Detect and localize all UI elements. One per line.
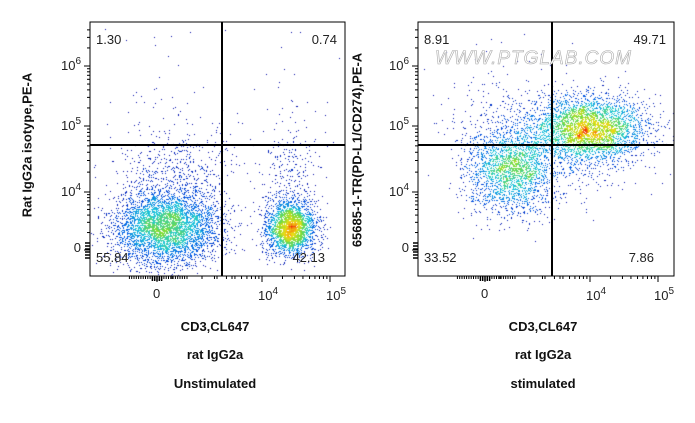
watermark: WWW.PTGLAB.COM — [435, 48, 632, 70]
y-tick-label: 0 — [74, 240, 81, 255]
density-dots — [418, 22, 674, 276]
sample-caption: stimulated — [510, 376, 576, 391]
x-axis-label: CD3,CL647 — [508, 319, 578, 334]
x-tick-label: 104 — [258, 286, 278, 303]
x-tick-label: 0 — [481, 286, 488, 301]
y-tick-label: 105 — [389, 116, 409, 133]
tick-base: 10 — [388, 184, 404, 199]
quadrant-percent-lower-left: 33.52 — [424, 250, 457, 265]
tick-base: 10 — [388, 58, 404, 73]
x-tick-label: 0 — [153, 286, 160, 301]
density-dots — [90, 22, 345, 276]
tick-exponent: 5 — [403, 116, 409, 127]
tick-base: 10 — [388, 118, 404, 133]
y-tick-label: 104 — [61, 182, 81, 199]
sample-caption: Unstimulated — [173, 376, 257, 391]
x-tick-label: 105 — [326, 286, 346, 303]
tick-base: 0 — [153, 286, 161, 301]
tick-base: 0 — [73, 240, 81, 255]
tick-exponent: 6 — [403, 56, 409, 67]
quadrant-percent-lower-right: 7.86 — [628, 250, 654, 265]
quadrant-percent-upper-left: 1.30 — [96, 32, 122, 47]
y-tick-label: 0 — [402, 240, 409, 255]
axes-box — [417, 21, 675, 277]
x-tick-label: 104 — [586, 286, 606, 303]
tick-base: 10 — [60, 58, 76, 73]
tick-exponent: 4 — [403, 182, 409, 193]
quadrant-percent-lower-left: 55.84 — [96, 250, 129, 265]
y-tick-label: 105 — [61, 116, 81, 133]
tick-exponent: 4 — [75, 182, 81, 193]
tick-base: 10 — [60, 184, 76, 199]
tick-base: 0 — [401, 240, 409, 255]
tick-base: 10 — [258, 288, 273, 303]
quadrant-percent-lower-right: 42.13 — [292, 250, 325, 265]
y-axis-label: 65685-1-TR(PD-L1/CD274),PE-A — [349, 52, 365, 248]
y-tick-label: 106 — [389, 56, 409, 73]
tick-exponent: 5 — [75, 116, 81, 127]
x-axis-label: CD3,CL647 — [180, 319, 250, 334]
tick-base: 10 — [326, 288, 341, 303]
y-tick-label: 104 — [389, 182, 409, 199]
quadrant-percent-upper-right: 49.71 — [633, 32, 666, 47]
quadrant-percent-upper-right: 0.74 — [311, 32, 337, 47]
sample-caption: rat IgG2a — [186, 347, 244, 362]
sample-caption: rat IgG2a — [514, 347, 572, 362]
tick-exponent: 6 — [75, 56, 81, 67]
tick-base: 10 — [60, 118, 76, 133]
quadrant-percent-upper-left: 8.91 — [424, 32, 450, 47]
tick-exponent: 5 — [668, 286, 675, 297]
tick-base: 10 — [654, 288, 669, 303]
tick-base: 10 — [586, 288, 601, 303]
tick-base: 0 — [481, 286, 489, 301]
x-tick-label: 105 — [654, 286, 674, 303]
tick-exponent: 4 — [272, 286, 279, 297]
y-tick-label: 106 — [61, 56, 81, 73]
tick-exponent: 5 — [340, 286, 347, 297]
tick-exponent: 4 — [600, 286, 607, 297]
